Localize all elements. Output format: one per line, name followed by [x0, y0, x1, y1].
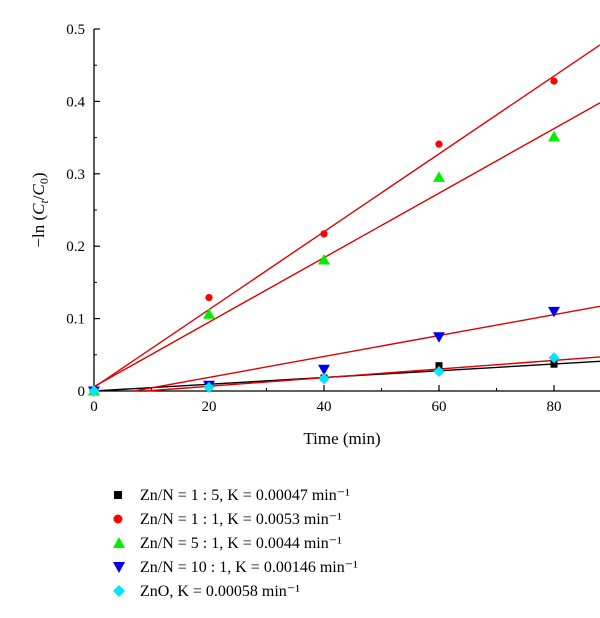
y-ticks: 0 0.1 0.2 0.3 0.4 0.5 [66, 22, 100, 400]
legend-item-3: Zn/N = 5 : 1, K = 0.0044 min⁻¹ [112, 531, 358, 555]
legend-label-3: Zn/N = 5 : 1, K = 0.0044 min⁻¹ [140, 535, 342, 552]
data-point-series-2-3 [320, 230, 328, 238]
data-point-series-1-5 [550, 360, 558, 368]
data-point-series-4-5 [548, 306, 560, 318]
legend-item-5: ZnO, K = 0.00058 min⁻¹ [112, 579, 358, 603]
y-axis-label-zero-sub: 0 [37, 178, 51, 184]
data-point-series-1-4 [435, 362, 443, 370]
data-point-series-2-5 [550, 77, 558, 85]
data-point-series-5-2 [203, 381, 215, 393]
y-tick-label: 0.5 [66, 22, 85, 38]
y-tick-label: 0.4 [66, 94, 85, 110]
y-axis-label: −ln (Ct/C0) [29, 172, 51, 247]
x-tick-label: 60 [432, 399, 447, 415]
fit-line-series-5 [145, 356, 600, 392]
y-tick-label: 0 [78, 384, 86, 400]
data-point-series-5-5 [548, 352, 560, 364]
data-point-series-4-3 [318, 364, 330, 376]
legend: Zn/N = 1 : 5, K = 0.00047 min⁻¹ Zn/N = 1… [112, 483, 358, 603]
fit-lines [93, 44, 600, 392]
data-points [88, 77, 560, 397]
x-tick-label: 0 [90, 399, 98, 415]
data-point-series-5-3 [318, 373, 330, 385]
legend-diamond-marker-icon [112, 584, 140, 598]
x-tick-label: 20 [202, 399, 217, 415]
legend-triangle-up-marker-icon [112, 536, 140, 550]
legend-label-4: Zn/N = 10 : 1, K = 0.00146 min⁻¹ [140, 559, 358, 576]
x-ticks: 0 20 40 60 80 [90, 385, 562, 415]
data-point-series-3-4 [433, 171, 445, 182]
y-axis-label-close: ) [29, 172, 48, 178]
data-point-series-2-4 [435, 140, 443, 148]
legend-item-4: Zn/N = 10 : 1, K = 0.00146 min⁻¹ [112, 555, 358, 579]
legend-label-2: Zn/N = 1 : 1, K = 0.0053 min⁻¹ [140, 511, 342, 528]
legend-circle-marker-icon [112, 513, 140, 525]
y-tick-label: 0.2 [66, 239, 85, 255]
y-tick-label: 0.1 [66, 312, 85, 328]
chart: 0 20 40 60 80 0 0.1 0.2 0.3 0.4 0.5 Time (min) −l… [29, 22, 600, 448]
data-point-series-3-5 [548, 130, 560, 142]
y-axis-label-slash: / [29, 195, 48, 200]
data-point-series-5-4 [433, 365, 445, 377]
legend-item-1: Zn/N = 1 : 5, K = 0.00047 min⁻¹ [112, 483, 358, 507]
x-tick-label: 80 [547, 399, 562, 415]
legend-square-marker-icon [112, 489, 140, 501]
y-axis-label-prefix: −ln ( [29, 215, 48, 248]
y-axis-label-c0: C [29, 183, 48, 195]
x-tick-label: 40 [317, 399, 332, 415]
fit-line-series-3 [93, 102, 600, 388]
legend-triangle-down-marker-icon [112, 560, 140, 574]
data-point-series-2-2 [205, 294, 213, 302]
data-point-series-4-4 [433, 332, 445, 343]
data-point-series-3-2 [203, 308, 215, 319]
legend-label-1: Zn/N = 1 : 5, K = 0.00047 min⁻¹ [140, 487, 350, 504]
legend-item-2: Zn/N = 1 : 1, K = 0.0053 min⁻¹ [112, 507, 358, 531]
data-point-series-5-1 [88, 385, 100, 397]
y-axis-label-t-sub: t [37, 200, 51, 204]
legend-label-5: ZnO, K = 0.00058 min⁻¹ [140, 583, 301, 600]
y-tick-label: 0.3 [66, 167, 85, 183]
data-point-series-3-3 [318, 253, 330, 265]
fit-line-series-2 [93, 44, 600, 388]
x-axis-label: Time (min) [303, 429, 380, 448]
fit-line-series-4 [134, 305, 600, 392]
y-axis-label-ct: C [29, 203, 48, 215]
